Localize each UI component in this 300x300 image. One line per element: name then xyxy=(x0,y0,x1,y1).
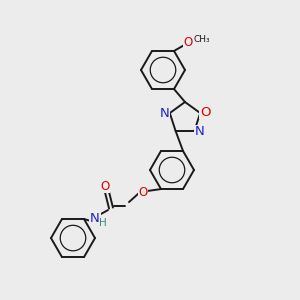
Text: N: N xyxy=(194,125,204,138)
Text: H: H xyxy=(99,218,107,228)
Text: O: O xyxy=(138,186,148,199)
Text: O: O xyxy=(100,180,109,193)
Text: N: N xyxy=(90,212,100,225)
Text: O: O xyxy=(200,106,211,118)
Text: O: O xyxy=(183,36,193,50)
Text: CH₃: CH₃ xyxy=(194,35,210,44)
Text: N: N xyxy=(160,106,170,120)
